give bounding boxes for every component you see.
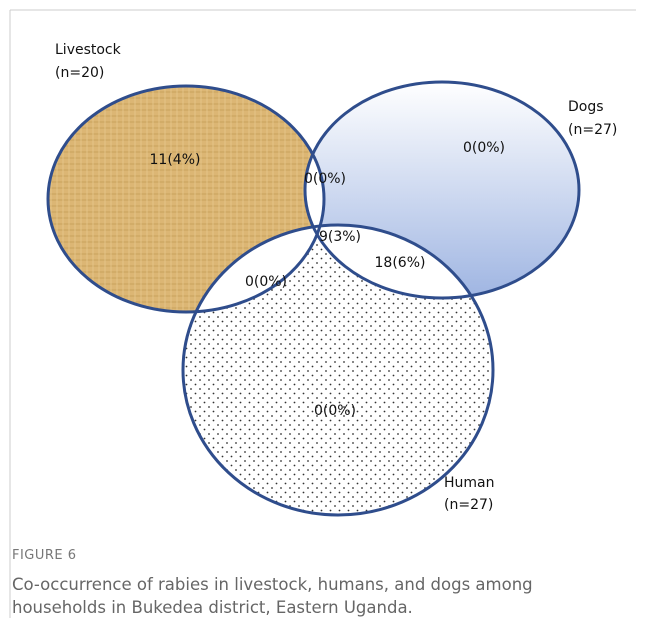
human-outline xyxy=(181,223,495,517)
dogs-outline xyxy=(303,80,581,300)
region-label: 11(4%) xyxy=(150,152,201,168)
region-label: 0(0%) xyxy=(463,140,505,156)
set-count: (n=27) xyxy=(568,122,617,138)
livestock-outline xyxy=(46,84,326,314)
caption-line: households in Bukedea district, Eastern … xyxy=(12,598,413,617)
region-label: 0(0%) xyxy=(245,274,287,290)
set-label: Human xyxy=(444,475,495,491)
region-label: 0(0%) xyxy=(314,403,356,419)
human-fill xyxy=(183,225,493,515)
region-label: 18(6%) xyxy=(375,255,426,271)
set-label: Dogs xyxy=(568,99,604,115)
caption-line: Co-occurrence of rabies in livestock, hu… xyxy=(12,575,533,594)
region-label: 0(0%) xyxy=(304,171,346,187)
caption-label: FIGURE 6 xyxy=(12,548,77,563)
set-count: (n=20) xyxy=(55,65,104,81)
set-count: (n=27) xyxy=(444,497,493,513)
set-label: Livestock xyxy=(55,42,122,58)
region-label: 9(3%) xyxy=(319,229,361,245)
